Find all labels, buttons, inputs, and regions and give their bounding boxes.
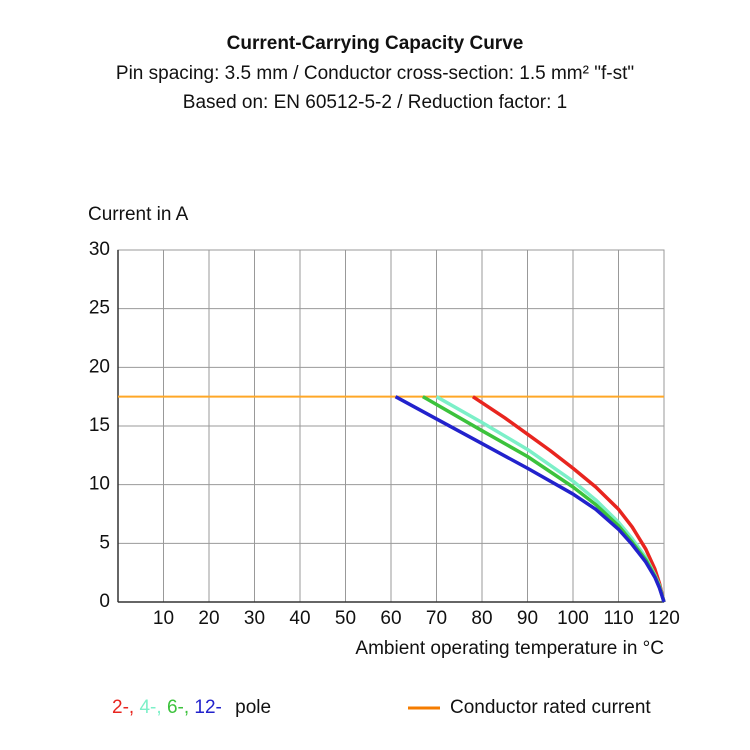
legend-label: 6-, (167, 697, 189, 718)
y-tick-label: 25 (89, 298, 110, 319)
x-tick-label: 50 (335, 608, 356, 629)
y-tick-label: 10 (89, 474, 110, 495)
x-tick-label: 100 (557, 608, 589, 629)
x-tick-label: 60 (380, 608, 401, 629)
chart-title: Current-Carrying Capacity Curve (227, 33, 524, 54)
chart-subtitle: Based on: EN 60512-5-2 / Reduction facto… (183, 92, 567, 113)
legend-label: Conductor rated current (450, 697, 651, 718)
x-tick-label: 30 (244, 608, 265, 629)
line-series (471, 395, 666, 603)
x-tick-label: 70 (426, 608, 447, 629)
y-tick-label: 20 (89, 356, 110, 377)
x-tick-label: 20 (198, 608, 219, 629)
x-tick-label: 10 (153, 608, 174, 629)
x-tick-label: 40 (289, 608, 310, 629)
x-tick-label: 120 (648, 608, 680, 629)
y-axis-label: Current in A (88, 204, 189, 225)
chart-subtitle: Pin spacing: 3.5 mm / Conductor cross-se… (116, 63, 634, 84)
y-tick-label: 15 (89, 415, 110, 436)
x-tick-label: 110 (603, 608, 633, 629)
legend-label: 2-, (112, 697, 134, 718)
y-tick-label: 5 (99, 532, 110, 553)
y-tick-label: 0 (99, 591, 110, 612)
legend: 2-, 4-, 6-, 12- pole (112, 697, 271, 718)
legend-label: 12- (194, 697, 221, 718)
legend-label: 4-, (139, 697, 161, 718)
legend-label: pole (235, 697, 271, 718)
x-tick-label: 80 (471, 608, 492, 629)
x-tick-label: 90 (517, 608, 538, 629)
line-series (394, 395, 666, 603)
y-tick-label: 30 (89, 239, 110, 260)
x-axis-label: Ambient operating temperature in °C (355, 638, 664, 659)
